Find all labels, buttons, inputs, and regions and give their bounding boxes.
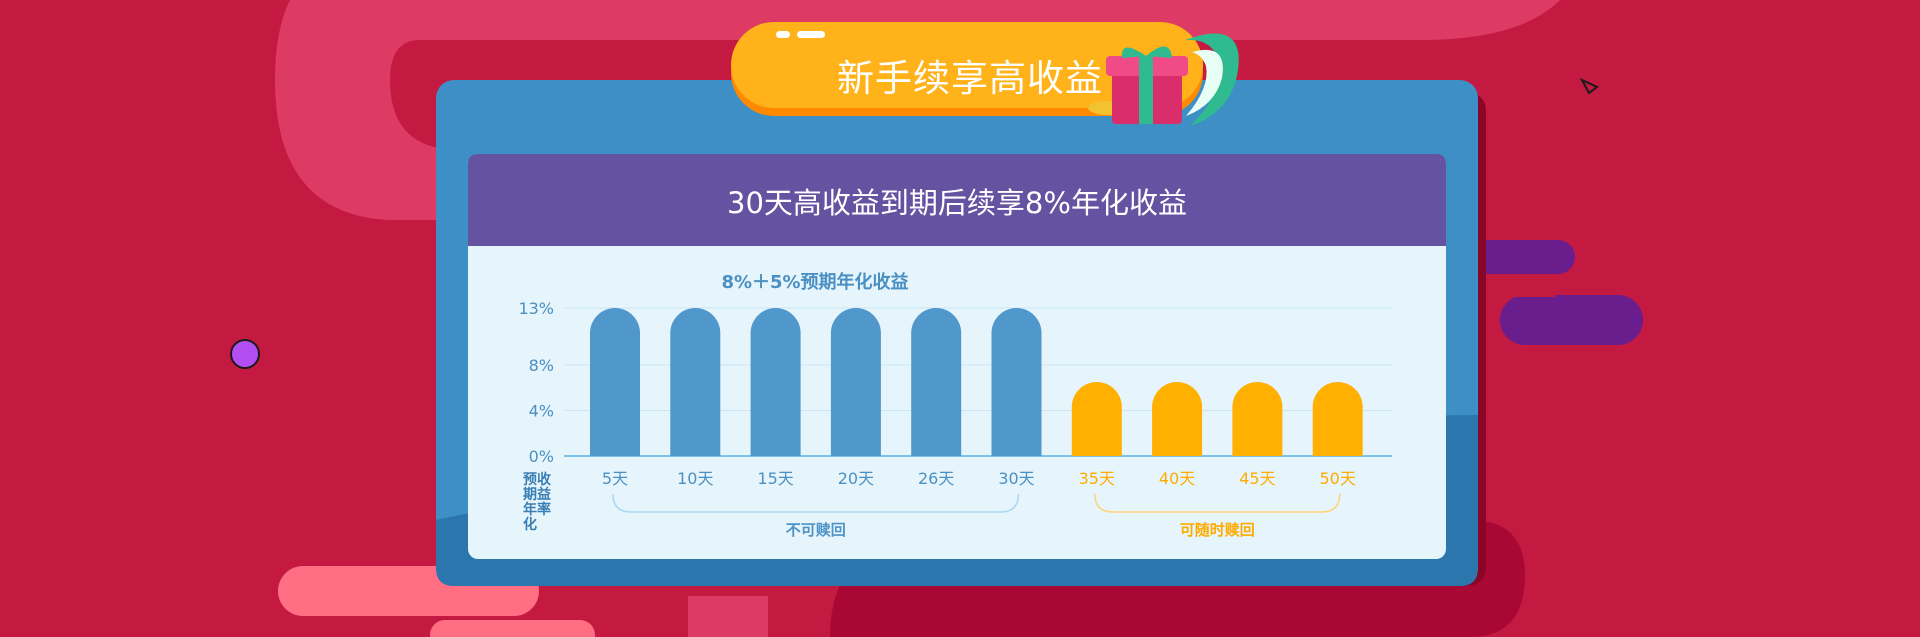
x-tick-label: 50天 (1320, 469, 1356, 488)
bar-30天 (991, 308, 1042, 456)
yield-bar-chart: 0%4%8%13% 5天 10天 15天 20天 26天 30天 35天 40天 45天 50天 … (518, 271, 1392, 539)
y-axis-ticks: 0% 4% 8% 13% (518, 299, 554, 466)
y-axis-label-line: 预收 (523, 471, 552, 488)
x-tick-label: 26天 (918, 469, 954, 488)
bar-20天 (830, 308, 881, 456)
bar-5天 (590, 308, 640, 456)
x-tick-label: 45天 (1239, 469, 1275, 488)
cursor-icon (1579, 77, 1599, 95)
banner-title: 新手续享高收益 (837, 57, 1103, 100)
bar-50天 (1312, 381, 1363, 456)
bar-10天 (670, 308, 721, 456)
y-axis-label-line: 年率 (523, 501, 551, 518)
y-tick-label: 13% (518, 299, 554, 318)
bar-45天 (1232, 381, 1283, 456)
bar-15天 (750, 308, 801, 456)
group-bracket (1094, 493, 1341, 513)
bar-series (590, 308, 1363, 456)
x-axis-ticks: 5天 10天 15天 20天 26天 30天 35天 40天 45天 50天 (602, 469, 1356, 488)
x-tick-label: 35天 (1079, 469, 1115, 488)
x-tick-label: 5天 (602, 469, 628, 488)
y-tick-label: 4% (529, 401, 554, 420)
bar-groups: 不可赎回 可随时赎回 (612, 493, 1341, 539)
bar-26天 (911, 308, 962, 456)
x-tick-label: 15天 (757, 469, 793, 488)
bar-35天 (1071, 381, 1122, 456)
group-label: 不可赎回 (786, 521, 846, 539)
x-tick-label: 40天 (1159, 469, 1195, 488)
group-bracket (612, 493, 1020, 513)
x-tick-label: 30天 (998, 469, 1034, 488)
x-tick-label: 20天 (838, 469, 874, 488)
card-header (468, 154, 1446, 246)
gift-icon (1088, 33, 1239, 126)
x-tick-label: 10天 (677, 469, 713, 488)
card-title: 30天高收益到期后续享8%年化收益 (727, 186, 1187, 220)
y-tick-label: 8% (529, 356, 554, 375)
bar-40天 (1152, 381, 1203, 456)
group-label: 可随时赎回 (1180, 521, 1255, 539)
chart-annotation: 8%＋5%预期年化收益 (721, 271, 908, 293)
y-axis-label-line: 化 (523, 516, 537, 533)
purple-dot-decoration (230, 339, 260, 369)
y-tick-label: 0% (529, 447, 554, 466)
top-banner (731, 22, 1239, 126)
y-axis-label-line: 期益 (523, 486, 551, 503)
